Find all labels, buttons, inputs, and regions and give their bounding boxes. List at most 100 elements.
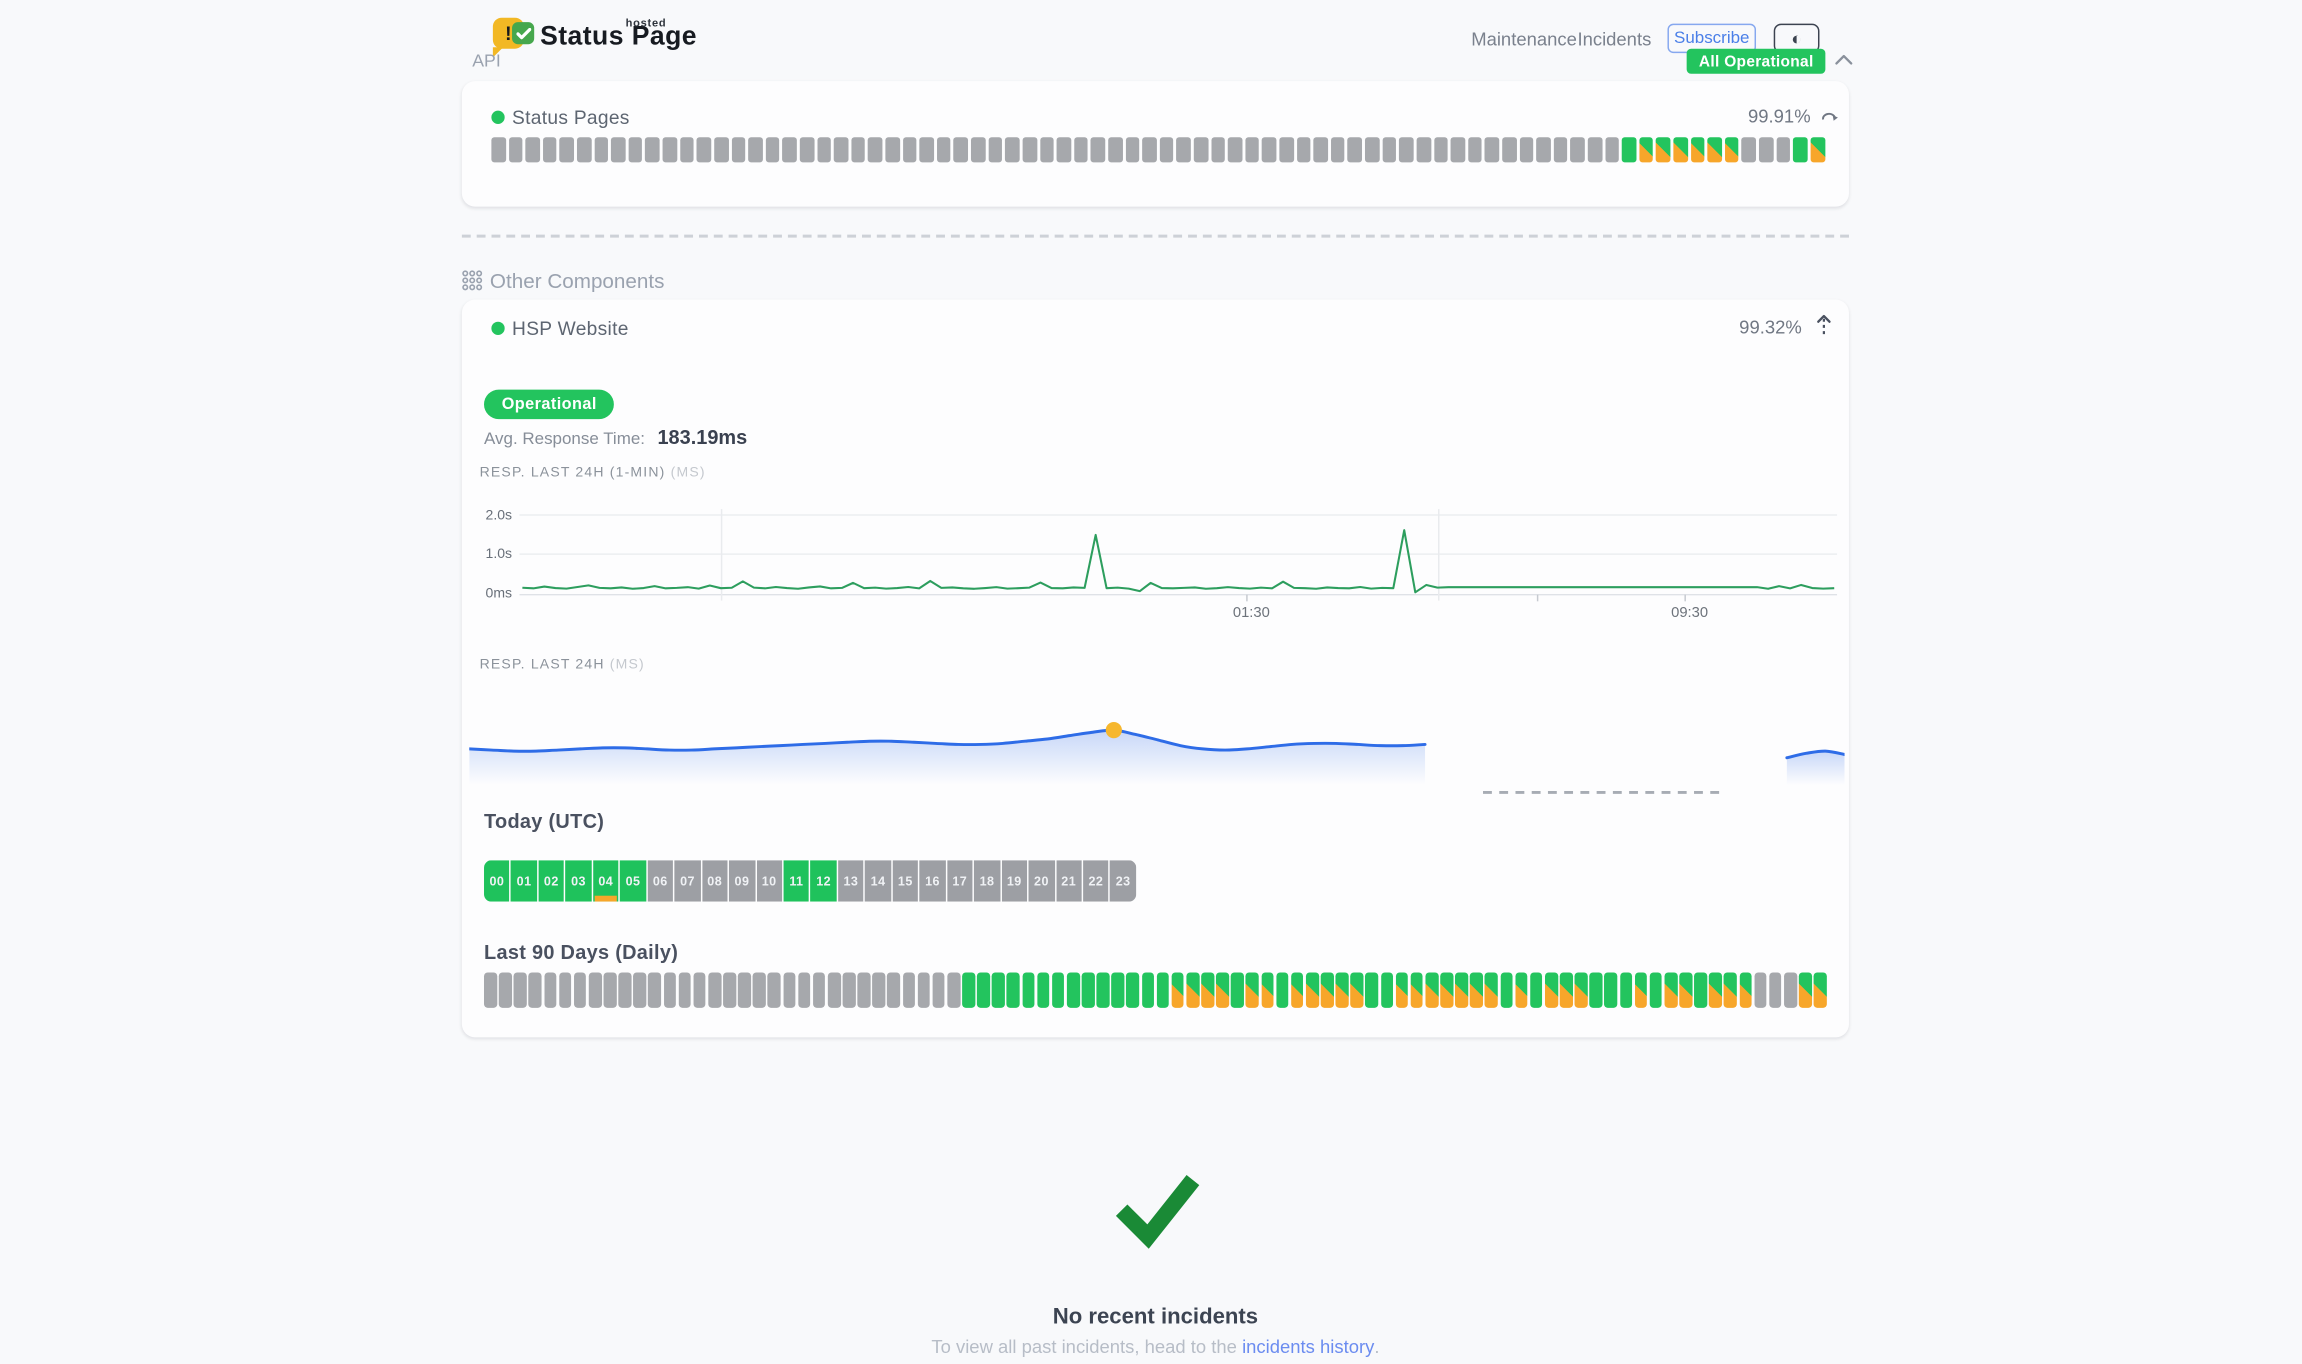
uptime-bar[interactable] <box>1724 972 1737 1008</box>
uptime-bar[interactable] <box>1450 137 1465 163</box>
uptime-bar[interactable] <box>1125 137 1140 163</box>
uptime-bar[interactable] <box>1216 972 1229 1008</box>
uptime-bar[interactable] <box>1005 137 1020 163</box>
uptime-bar[interactable] <box>708 972 721 1008</box>
uptime-bar[interactable] <box>834 137 849 163</box>
uptime-bar[interactable] <box>1514 972 1528 1008</box>
uptime-bar[interactable] <box>782 972 796 1008</box>
uptime-bar[interactable] <box>508 137 523 163</box>
hour-cell-05[interactable]: 05 <box>620 860 646 902</box>
uptime-bar[interactable] <box>887 972 901 1008</box>
uptime-bar[interactable] <box>977 972 990 1008</box>
uptime-bar[interactable] <box>1587 137 1602 163</box>
uptime-bar[interactable] <box>1081 972 1095 1008</box>
nav-incidents[interactable]: Incidents <box>1577 29 1652 51</box>
uptime-bar[interactable] <box>1759 137 1774 163</box>
uptime-bar[interactable] <box>953 137 969 163</box>
uptime-bar[interactable] <box>1006 972 1020 1008</box>
uptime-bar[interactable] <box>932 972 945 1008</box>
uptime-bar[interactable] <box>542 137 557 163</box>
uptime-bar[interactable] <box>611 137 626 163</box>
uptime-strip-status-pages[interactable] <box>491 137 1825 163</box>
hour-cell-01[interactable]: 01 <box>511 860 537 902</box>
uptime-bar[interactable] <box>1544 972 1558 1008</box>
uptime-bar[interactable] <box>991 972 1005 1008</box>
hour-cell-14[interactable]: 14 <box>865 860 891 902</box>
uptime-bar[interactable] <box>723 972 736 1008</box>
uptime-bar[interactable] <box>484 972 497 1008</box>
uptime-bar[interactable] <box>1416 137 1431 163</box>
uptime-bar[interactable] <box>738 972 751 1008</box>
hour-cell-09[interactable]: 09 <box>729 860 755 902</box>
uptime-bar[interactable] <box>1320 972 1334 1008</box>
uptime-bar[interactable] <box>1739 972 1752 1008</box>
uptime-bar[interactable] <box>1036 972 1050 1008</box>
refresh-icon[interactable] <box>1821 109 1839 125</box>
uptime-bar[interactable] <box>1186 972 1199 1008</box>
uptime-bar[interactable] <box>1485 137 1500 163</box>
uptime-bar[interactable] <box>1694 972 1707 1008</box>
uptime-bar[interactable] <box>633 972 647 1008</box>
uptime-bar[interactable] <box>1228 137 1243 163</box>
uptime-bar[interactable] <box>525 137 540 163</box>
uptime-bar[interactable] <box>782 137 797 163</box>
uptime-bar[interactable] <box>1126 972 1140 1008</box>
hour-cell-20[interactable]: 20 <box>1028 860 1055 902</box>
uptime-bar[interactable] <box>1171 972 1185 1008</box>
uptime-bar[interactable] <box>1335 972 1349 1008</box>
uptime-bar[interactable] <box>1619 972 1633 1008</box>
uptime-bar[interactable] <box>917 972 931 1008</box>
uptime-bar[interactable] <box>1142 137 1157 163</box>
uptime-bar[interactable] <box>919 137 934 163</box>
uptime-bar[interactable] <box>1455 972 1468 1008</box>
uptime-bar[interactable] <box>1690 137 1705 163</box>
hour-cell-04[interactable]: 04 <box>592 860 619 902</box>
uptime-bar[interactable] <box>1201 972 1214 1008</box>
uptime-bar[interactable] <box>767 972 781 1008</box>
uptime-bar[interactable] <box>872 972 886 1008</box>
uptime-bar[interactable] <box>1783 972 1797 1008</box>
uptime-bar[interactable] <box>1159 137 1174 163</box>
uptime-bar[interactable] <box>1502 137 1517 163</box>
expand-up-arrow-icon[interactable] <box>1817 314 1832 338</box>
uptime-bar[interactable] <box>816 137 832 163</box>
uptime-bar[interactable] <box>1574 972 1588 1008</box>
last-90-days-strip[interactable] <box>484 972 1827 1008</box>
uptime-bar[interactable] <box>678 972 691 1008</box>
uptime-bar[interactable] <box>513 972 527 1008</box>
uptime-bar[interactable] <box>1709 972 1722 1008</box>
uptime-bar[interactable] <box>1559 972 1573 1008</box>
uptime-bar[interactable] <box>1433 137 1448 163</box>
uptime-bar[interactable] <box>696 137 712 163</box>
hour-cell-21[interactable]: 21 <box>1055 860 1082 902</box>
uptime-bar[interactable] <box>1279 137 1294 163</box>
uptime-bar[interactable] <box>1290 972 1304 1008</box>
uptime-bar[interactable] <box>1365 137 1380 163</box>
uptime-bar[interactable] <box>1622 137 1637 163</box>
uptime-bar[interactable] <box>827 972 841 1008</box>
uptime-bar[interactable] <box>812 972 826 1008</box>
uptime-bar[interactable] <box>1021 972 1035 1008</box>
uptime-bar[interactable] <box>1245 137 1260 163</box>
uptime-bar[interactable] <box>1570 137 1585 163</box>
uptime-bar[interactable] <box>1245 972 1259 1008</box>
uptime-bar[interactable] <box>577 137 592 163</box>
uptime-bar[interactable] <box>1793 137 1808 163</box>
hour-cell-02[interactable]: 02 <box>538 860 565 902</box>
uptime-bar[interactable] <box>1553 137 1568 163</box>
hour-cell-10[interactable]: 10 <box>756 860 783 902</box>
hour-cell-03[interactable]: 03 <box>565 860 592 902</box>
uptime-bar[interactable] <box>1090 137 1106 163</box>
uptime-bar[interactable] <box>936 137 951 163</box>
uptime-bar[interactable] <box>1296 137 1311 163</box>
uptime-bar[interactable] <box>1679 972 1693 1008</box>
hour-cell-23[interactable]: 23 <box>1110 860 1137 902</box>
uptime-bar[interactable] <box>842 972 856 1008</box>
uptime-bar[interactable] <box>1260 972 1274 1008</box>
nav-maintenance[interactable]: Maintenance <box>1471 29 1577 51</box>
uptime-bar[interactable] <box>1664 972 1678 1008</box>
uptime-bar[interactable] <box>663 972 677 1008</box>
uptime-bar[interactable] <box>752 972 766 1008</box>
uptime-bar[interactable] <box>962 972 975 1008</box>
response-line-chart[interactable] <box>519 502 1838 605</box>
